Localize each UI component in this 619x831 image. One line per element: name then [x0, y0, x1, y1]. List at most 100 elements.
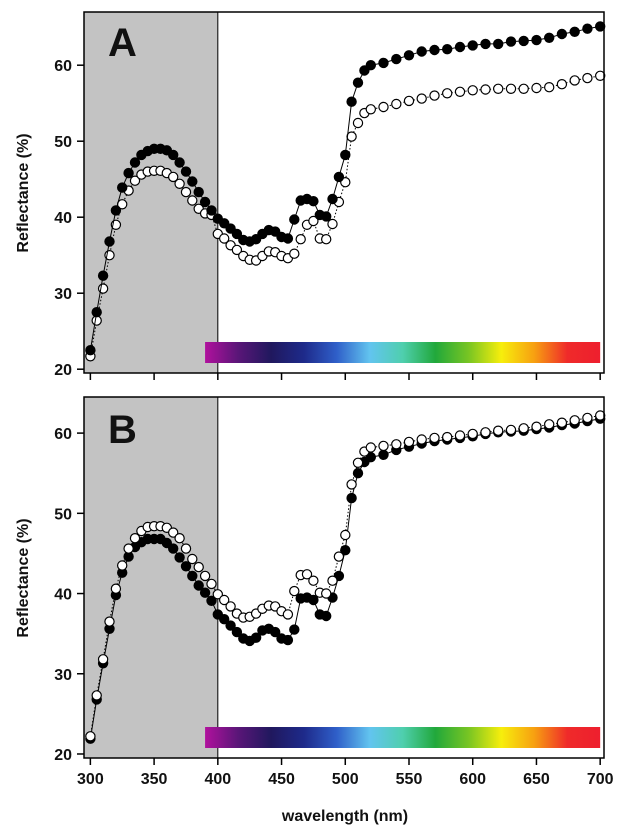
- data-point: [301, 569, 313, 580]
- data-point: [429, 90, 440, 101]
- data-point: [308, 195, 319, 207]
- data-point: [531, 34, 542, 46]
- panel-a-spectrum-bar: [205, 342, 601, 363]
- data-point: [333, 171, 345, 183]
- data-point: [282, 609, 294, 620]
- data-point: [582, 23, 593, 34]
- data-point: [289, 248, 300, 259]
- data-point: [493, 38, 504, 50]
- y-tick-label: 40: [54, 587, 72, 604]
- x-tick-label: 600: [459, 771, 486, 788]
- data-point: [123, 543, 134, 554]
- data-point: [282, 634, 294, 646]
- y-tick-label: 30: [54, 286, 72, 303]
- data-point: [333, 551, 345, 562]
- data-point: [467, 40, 478, 51]
- data-point: [340, 149, 351, 161]
- data-point: [595, 21, 606, 32]
- data-point: [442, 44, 453, 55]
- data-point: [180, 166, 192, 177]
- data-point: [365, 104, 376, 115]
- x-tick-label: 500: [332, 771, 359, 788]
- data-point: [582, 72, 593, 84]
- data-point: [454, 86, 466, 98]
- data-point: [595, 70, 606, 82]
- data-point: [295, 233, 306, 245]
- data-point: [193, 561, 204, 573]
- y-tick-label: 60: [54, 58, 72, 75]
- x-tick-label: 550: [396, 771, 423, 788]
- data-point: [346, 479, 357, 490]
- data-point: [327, 218, 338, 230]
- data-point: [231, 626, 243, 638]
- data-point: [193, 186, 204, 198]
- data-point: [167, 171, 179, 183]
- data-point: [493, 425, 504, 436]
- data-point: [289, 214, 300, 225]
- data-point: [91, 690, 102, 701]
- data-point: [110, 205, 122, 216]
- open-series: [85, 410, 606, 742]
- data-point: [250, 632, 262, 643]
- spectrum-bar-rect: [205, 342, 601, 363]
- panel-a-plot-frame: [83, 11, 605, 374]
- x-tick-label: 650: [523, 771, 550, 788]
- data-point: [391, 53, 402, 65]
- data-point: [327, 193, 338, 205]
- data-point: [365, 442, 376, 453]
- data-point: [199, 587, 211, 598]
- data-point: [556, 417, 568, 428]
- x-tick-label: 450: [268, 771, 295, 788]
- data-point: [97, 654, 109, 665]
- data-point: [544, 419, 555, 430]
- data-point: [493, 83, 504, 95]
- data-point: [429, 432, 440, 444]
- data-point: [167, 527, 179, 538]
- data-point: [161, 537, 172, 549]
- data-point: [531, 82, 542, 94]
- data-point: [454, 41, 466, 53]
- data-point: [346, 492, 357, 504]
- data-point: [518, 423, 529, 434]
- panel-b-y-axis-title: Reflectance (%): [15, 518, 32, 637]
- panel-a-y-axis-title: Reflectance (%): [15, 133, 32, 252]
- y-tick-label: 20: [54, 362, 72, 379]
- data-point: [416, 93, 427, 104]
- data-point: [321, 610, 332, 622]
- data-point: [129, 175, 141, 186]
- panel-b-series: [85, 410, 606, 744]
- data-point: [569, 26, 580, 37]
- panel-a-label: A: [108, 21, 137, 65]
- data-point: [480, 84, 491, 95]
- data-point: [480, 427, 491, 438]
- data-point: [116, 182, 128, 193]
- data-point: [180, 186, 192, 198]
- data-point: [544, 81, 555, 93]
- data-point: [467, 428, 478, 440]
- data-point: [308, 215, 319, 227]
- panel-b-spectrum-bar: [205, 727, 601, 748]
- data-point: [187, 553, 198, 565]
- data-point: [378, 440, 389, 452]
- data-point: [206, 205, 217, 216]
- data-point: [174, 552, 185, 563]
- spectrum-bar-rect: [205, 727, 601, 748]
- panel-b-uv-shaded-region: [84, 397, 219, 758]
- data-point: [97, 270, 109, 281]
- data-point: [595, 410, 606, 421]
- data-point: [531, 421, 542, 432]
- y-tick-label: 30: [54, 667, 72, 684]
- data-point: [231, 244, 243, 256]
- data-point: [225, 601, 236, 612]
- x-tick-label: 350: [141, 771, 168, 788]
- filled-series: [85, 21, 606, 356]
- data-point: [174, 178, 185, 189]
- data-point: [231, 228, 243, 240]
- data-point: [352, 117, 364, 129]
- data-point: [505, 83, 517, 95]
- data-point: [403, 95, 415, 107]
- data-point: [352, 77, 364, 88]
- data-point: [340, 529, 351, 541]
- data-point: [352, 468, 364, 479]
